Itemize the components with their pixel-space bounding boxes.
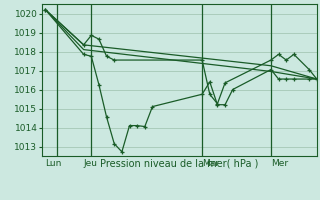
- Text: Mar: Mar: [202, 159, 219, 168]
- Text: Lun: Lun: [45, 159, 62, 168]
- Text: Jeu: Jeu: [84, 159, 98, 168]
- Text: Mer: Mer: [271, 159, 288, 168]
- X-axis label: Pression niveau de la mer( hPa ): Pression niveau de la mer( hPa ): [100, 159, 258, 169]
